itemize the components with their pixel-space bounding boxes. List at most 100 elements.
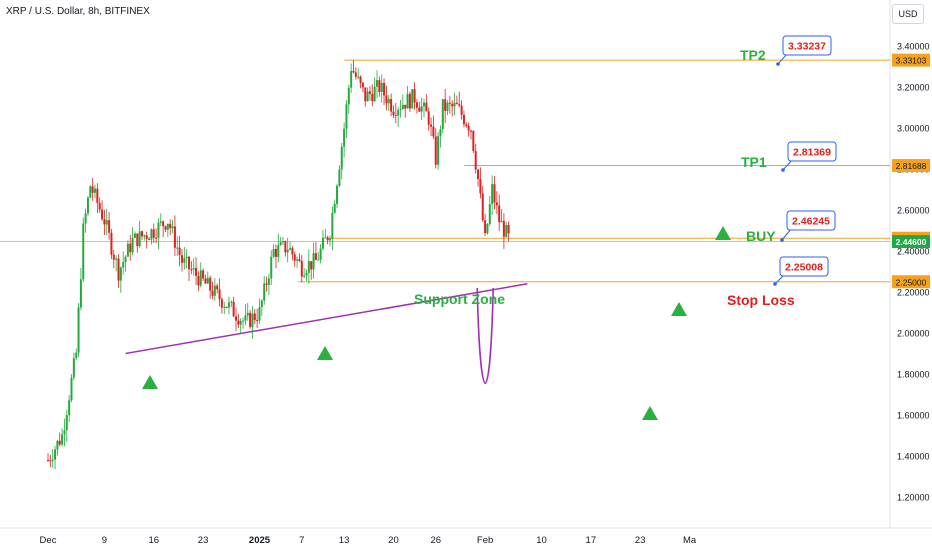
candle-body (190, 269, 193, 271)
candle-body (253, 313, 256, 321)
candle-body (239, 321, 242, 325)
candle-body (394, 115, 397, 117)
candle-body (251, 313, 254, 327)
candle-body (479, 179, 482, 194)
level-axis-tag (892, 275, 930, 289)
candle-body (58, 440, 61, 445)
candle-body (237, 320, 240, 325)
candle-body (326, 237, 329, 241)
candle-body (467, 125, 470, 131)
candle-body (124, 256, 127, 263)
level-axis-tag (892, 53, 930, 67)
candle-body (484, 220, 487, 234)
callout-pointer (777, 53, 788, 65)
price-callout: 2.81369 (781, 141, 837, 172)
currency-button[interactable]: USD (892, 4, 924, 24)
callout-text: 2.25008 (785, 262, 823, 274)
support-zone-label: Support Zone (414, 291, 505, 307)
candle-body (423, 102, 425, 107)
candle-body (455, 102, 458, 105)
y-tick-label: 1.60000 (897, 411, 930, 421)
candle-body (112, 254, 115, 260)
up-arrow-icon (671, 302, 687, 316)
candle-body (47, 460, 49, 462)
callout-pointer (774, 274, 785, 285)
callout-box (786, 210, 836, 231)
x-tick-label: 23 (198, 535, 209, 546)
candle-body (216, 285, 219, 290)
candle-body (152, 229, 155, 238)
candle-body (96, 188, 99, 203)
candle-body (470, 130, 472, 132)
x-tick-label: 26 (430, 535, 441, 546)
candle-body (282, 241, 284, 243)
candle-body (180, 255, 183, 263)
candle-body (133, 233, 136, 238)
candle-body (108, 220, 111, 233)
candle-body (437, 136, 440, 165)
candles (47, 60, 510, 470)
candle-body (272, 248, 275, 257)
candle-body (354, 72, 357, 77)
candle-body (75, 352, 78, 359)
candle-body (267, 278, 270, 285)
candle-body (347, 87, 350, 105)
candle-body (164, 226, 167, 230)
candle-body (77, 307, 80, 353)
candle-body (155, 237, 158, 239)
buy-label: BUY (746, 228, 776, 244)
candle-body (432, 126, 435, 137)
candle-body (279, 242, 282, 245)
candle-body (171, 226, 174, 229)
candle-body (291, 248, 294, 255)
x-axis: Dec 9 16 23 2025 7 13 20 26 Feb 10 17 23 Ma (40, 535, 697, 546)
price-callout: 3.33237 (776, 35, 832, 66)
y-tick-label: 2.60000 (897, 206, 930, 216)
candle-body (415, 102, 418, 108)
candle-body (192, 268, 195, 270)
candle-body (84, 213, 87, 224)
candle-body (505, 224, 508, 237)
candle-body (376, 80, 378, 87)
current-price-tag (892, 235, 930, 249)
chart-title: XRP / U.S. Dollar, 8h, BITFINEX (6, 6, 150, 17)
candle-body (359, 76, 362, 83)
candle-body (453, 102, 456, 107)
candle-body (119, 267, 122, 281)
spring-curve (476, 287, 495, 384)
candle-body (420, 106, 423, 112)
y-tick-label: 2.00000 (897, 329, 930, 339)
candle-body (305, 272, 308, 276)
candle-body (465, 124, 468, 126)
candle-body (406, 93, 409, 109)
candle-body (227, 302, 230, 308)
candle-body (159, 221, 162, 223)
candle-body (117, 258, 120, 281)
up-arrow-icon (317, 346, 333, 360)
y-tick-label: 2.40000 (897, 247, 930, 257)
candle-body (472, 130, 475, 152)
candle-body (169, 223, 172, 229)
candle-body (293, 254, 296, 261)
candle-body (336, 185, 339, 204)
x-tick-label: 23 (635, 535, 646, 546)
candle-body (63, 430, 66, 435)
candle-body (333, 203, 336, 213)
candle-body (378, 80, 381, 93)
stop-loss-label: Stop Loss (727, 292, 795, 308)
x-tick-label: 10 (536, 535, 547, 546)
support-trendline (125, 283, 528, 355)
candle-body (105, 220, 108, 225)
candle-body (434, 136, 437, 165)
x-tick-label: 17 (586, 535, 597, 546)
candle-body (82, 223, 85, 280)
candle-body (209, 277, 212, 291)
candle-body (178, 247, 181, 256)
candle-body (129, 243, 132, 253)
candle-body (79, 279, 82, 308)
candle-body (427, 111, 430, 125)
candle-body (340, 146, 343, 170)
candle-body (352, 71, 355, 73)
candle-body (425, 102, 428, 112)
